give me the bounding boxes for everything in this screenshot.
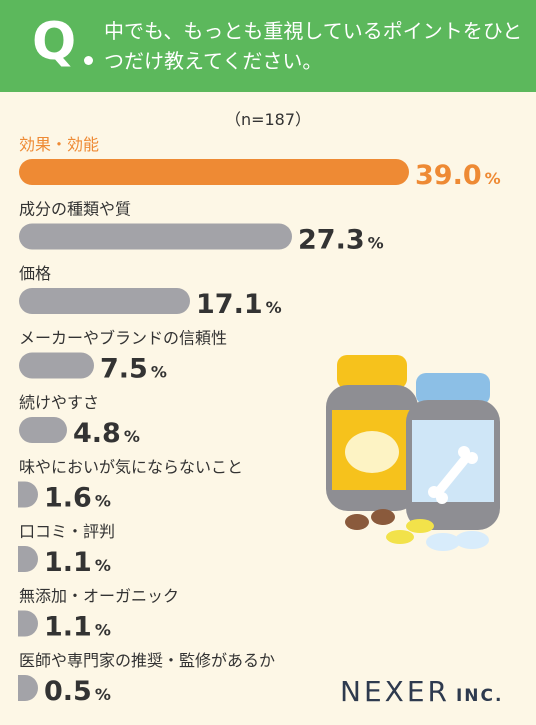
value-label: 7.5% bbox=[100, 354, 167, 385]
bar bbox=[19, 288, 190, 314]
bar bbox=[18, 610, 39, 637]
white-tablet-icon bbox=[426, 533, 460, 551]
yellow-pill-icon bbox=[386, 530, 414, 544]
blue-bottle-cap-icon bbox=[416, 373, 490, 405]
bar bbox=[18, 675, 38, 701]
category-label: 医師や専門家の推奨・監修があるか bbox=[19, 651, 275, 670]
nexer-logo: NEXER INC. bbox=[340, 676, 503, 712]
value-label: 39.0% bbox=[415, 160, 501, 191]
yellow-bottle-cap-icon bbox=[337, 355, 407, 389]
white-tablet-icon bbox=[455, 531, 489, 549]
category-label: 無添加・オーガニック bbox=[19, 587, 179, 606]
illustration-supplement-bottles bbox=[326, 355, 500, 551]
category-label: 価格 bbox=[19, 264, 51, 283]
category-label: 成分の種類や質 bbox=[19, 200, 131, 219]
bar bbox=[18, 481, 39, 508]
question-header: Q 中でも、もっとも重視しているポイントをひとつだけ教えてください。 bbox=[0, 0, 536, 92]
value-label: 4.8% bbox=[73, 418, 140, 449]
q-dot bbox=[84, 56, 93, 65]
value-label: 1.1% bbox=[44, 612, 111, 643]
brown-pill-icon bbox=[345, 514, 369, 530]
bar bbox=[19, 223, 292, 250]
category-label: メーカーやブランドの信頼性 bbox=[19, 329, 227, 348]
question-text: 中でも、もっとも重視しているポイントをひとつだけ教えてください。 bbox=[104, 19, 523, 73]
value-label: 1.6% bbox=[44, 483, 111, 514]
bar bbox=[19, 417, 67, 443]
value-label: 17.1% bbox=[196, 289, 282, 320]
brown-pill-icon bbox=[371, 509, 395, 525]
yellow-pill-icon bbox=[406, 519, 434, 533]
bar bbox=[18, 546, 38, 572]
category-label: 効果・効能 bbox=[19, 135, 99, 154]
category-label: 味やにおいが気にならないこと bbox=[19, 458, 243, 477]
sample-size: （n=187） bbox=[224, 110, 312, 129]
logo-suffix: INC. bbox=[455, 686, 504, 706]
value-label: 1.1% bbox=[44, 547, 111, 578]
bar bbox=[19, 352, 94, 379]
blue-bottle-label-icon bbox=[412, 420, 494, 502]
q-letter: Q bbox=[32, 12, 77, 72]
logo-main: NEXER bbox=[340, 675, 450, 708]
bar bbox=[19, 159, 409, 185]
value-label: 0.5% bbox=[44, 676, 111, 707]
bone-icon bbox=[428, 446, 478, 504]
category-label: 口コミ・評判 bbox=[19, 522, 115, 541]
value-label: 27.3% bbox=[298, 225, 384, 256]
lemon-icon bbox=[345, 431, 399, 473]
category-label: 続けやすさ bbox=[19, 393, 99, 412]
